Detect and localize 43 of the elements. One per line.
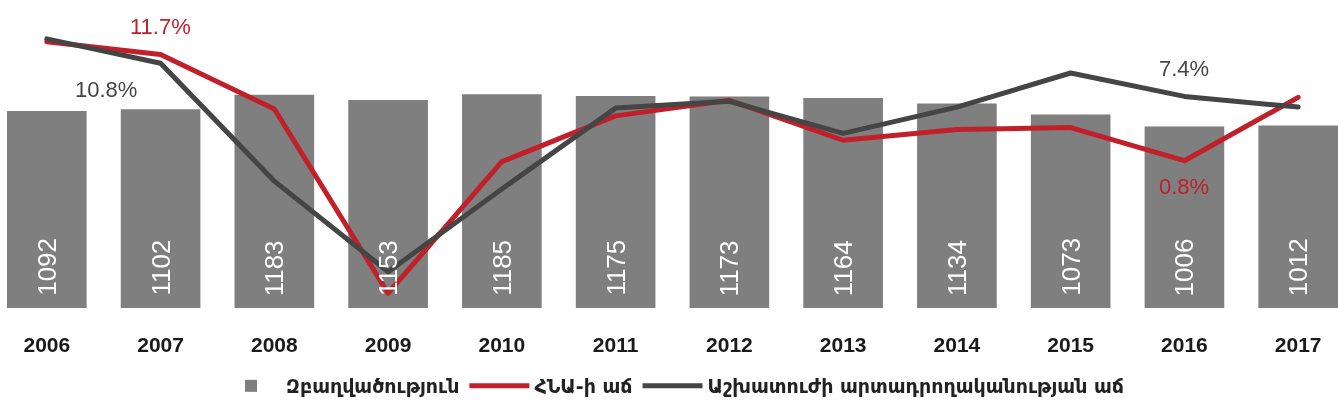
data-label: 1185: [486, 239, 517, 296]
data-label: 1073: [1055, 237, 1086, 296]
x-tick-label: 2011: [592, 333, 639, 356]
data-label: 7.4%: [1159, 56, 1210, 81]
bar: [120, 109, 201, 308]
data-label: 1092: [31, 237, 62, 296]
bar: [234, 94, 315, 308]
data-label: 1153: [373, 240, 404, 297]
data-label: 1134: [941, 239, 972, 296]
legend-label: ՀՆԱ-ի աճ: [534, 375, 633, 398]
bar: [348, 100, 428, 308]
data-label: 0.8%: [1159, 174, 1210, 199]
x-tick-label: 2006: [23, 333, 71, 356]
data-label: 1012: [1283, 238, 1314, 297]
data-label: 1175: [600, 239, 631, 296]
x-tick-label: 2017: [1274, 333, 1322, 356]
data-label: 1164: [828, 240, 859, 297]
bar: [917, 103, 997, 308]
legend-label: Զբաղվածություն: [286, 375, 460, 398]
data-label: 1102: [145, 239, 176, 296]
bar: [689, 96, 770, 308]
bar: [1258, 125, 1338, 308]
data-label: 10.8%: [75, 77, 138, 102]
x-tick-label: 2010: [478, 333, 526, 356]
legend-label: Աշխատուժի արտադրողականության աճ: [707, 375, 1124, 398]
x-tick-label: 2016: [1161, 333, 1208, 356]
bar: [1144, 126, 1225, 308]
data-label: 1173: [714, 240, 745, 297]
data-label: 11.7%: [130, 14, 191, 39]
x-tick-label: 2007: [137, 333, 184, 356]
x-tick-label: 2012: [706, 333, 753, 356]
x-tick-label: 2013: [819, 333, 867, 356]
bar: [7, 111, 87, 308]
x-tick-label: 2008: [250, 333, 299, 356]
bar: [575, 96, 656, 308]
data-label: 1006: [1169, 238, 1200, 297]
data-label: 1183: [259, 240, 290, 297]
bar: [1030, 114, 1111, 308]
x-tick-label: 2014: [933, 333, 981, 356]
x-tick-label: 2009: [364, 333, 412, 356]
bar: [803, 98, 883, 308]
bar: [462, 94, 542, 308]
x-tick-label: 2015: [1047, 333, 1095, 356]
